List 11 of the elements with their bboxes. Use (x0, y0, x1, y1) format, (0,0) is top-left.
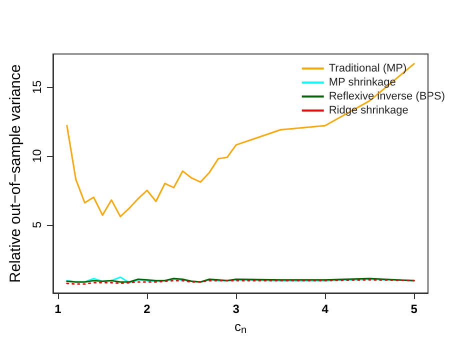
y-axis-title: Relative out−of−sample variance (7, 64, 24, 283)
x-tick-label: 5 (410, 302, 418, 316)
y-tick-label: 10 (30, 148, 44, 163)
y-tick-label: 15 (30, 80, 44, 94)
x-tick-label: 1 (54, 302, 62, 316)
y-tick-label: 5 (30, 221, 44, 228)
x-tick-label: 2 (144, 302, 151, 316)
line-series (66, 62, 415, 218)
x-tick-label: 4 (322, 302, 329, 316)
legend-label: Traditional (MP) (328, 62, 407, 74)
x-tick-label: 3 (232, 302, 240, 316)
